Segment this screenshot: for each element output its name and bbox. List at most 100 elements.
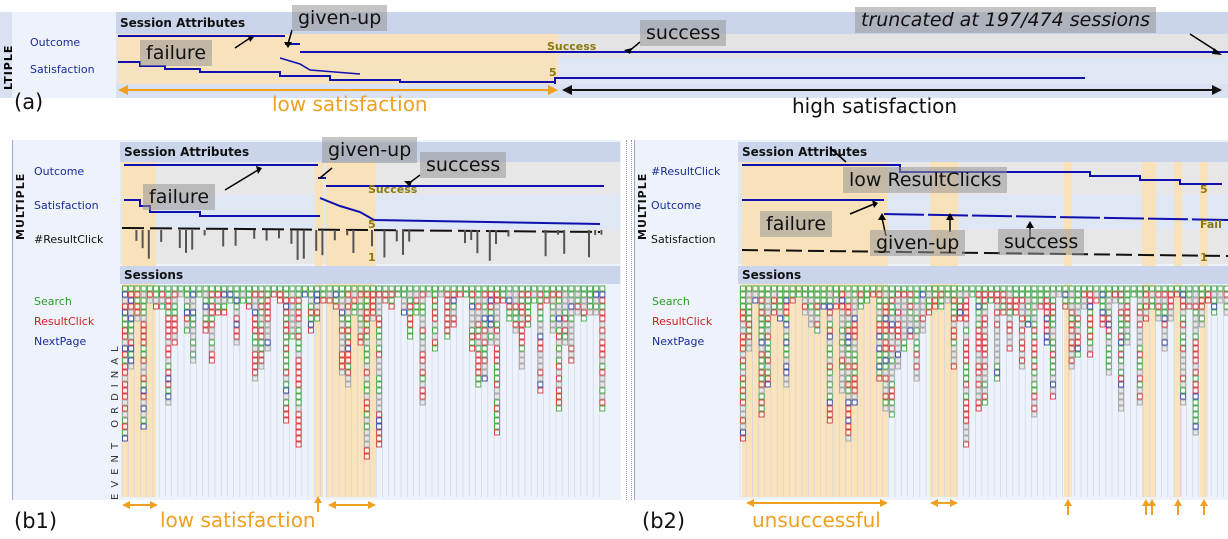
event-cell [562, 315, 569, 322]
panel-b1-legend-search[interactable]: Search [34, 295, 72, 308]
event-cell [122, 339, 128, 346]
event-cell [1074, 351, 1081, 358]
event-cell [190, 303, 197, 310]
panel-b1-row-outcome[interactable]: Outcome [34, 165, 85, 178]
event-cell [339, 297, 345, 304]
event-cell [994, 303, 1001, 310]
event-cell [994, 327, 1001, 334]
event-cell [419, 321, 426, 328]
event-cell [1112, 297, 1118, 304]
event-cell [351, 303, 358, 310]
event-cell [549, 285, 556, 292]
event-cell [556, 291, 562, 298]
event-cell [1192, 327, 1199, 334]
event-cell [525, 285, 531, 292]
panel-b2-row-resultclick[interactable]: #ResultClick [651, 165, 721, 178]
event-cell [932, 285, 939, 292]
event-cell [295, 405, 302, 412]
event-cell [895, 315, 901, 322]
event-cell [888, 303, 895, 310]
event-cell [481, 357, 488, 364]
event-cell [444, 285, 451, 292]
event-cell [994, 363, 1001, 370]
event-cell [1050, 291, 1056, 298]
event-cell [1192, 321, 1199, 328]
event-cell [981, 285, 988, 292]
event-cell [283, 369, 290, 376]
event-cell [888, 321, 895, 328]
panel-b2-legend-search[interactable]: Search [652, 295, 690, 308]
event-cell [122, 429, 128, 436]
event-cell [808, 303, 815, 310]
event-cell [208, 333, 215, 340]
event-cell [1118, 351, 1125, 358]
event-cell [388, 303, 395, 310]
event-cell [122, 423, 128, 430]
event-cell [851, 387, 858, 394]
event-cell [208, 291, 215, 298]
event-cell [252, 327, 259, 334]
event-cell [1192, 381, 1199, 388]
event-cell [345, 291, 352, 298]
event-cell [1161, 309, 1168, 316]
event-cell [963, 369, 970, 376]
panel-b2-row-satisfaction[interactable]: Satisfaction [651, 233, 716, 246]
event-cell [994, 315, 1001, 322]
event-cell [932, 297, 939, 304]
event-cell [444, 333, 451, 340]
event-cell [839, 291, 846, 298]
event-cell [295, 345, 302, 352]
event-cell [159, 285, 166, 292]
event-cell [1006, 327, 1013, 334]
panel-divider [626, 140, 632, 500]
event-cell [376, 303, 383, 310]
event-cell [839, 375, 846, 382]
event-cell [184, 309, 190, 316]
event-cell [1118, 387, 1125, 394]
event-cell [239, 297, 246, 304]
event-cell [1105, 291, 1112, 298]
event-cell [888, 297, 895, 304]
panel-b2-legend-resultclick[interactable]: ResultClick [652, 315, 713, 328]
event-cell [549, 291, 556, 298]
event-cell [919, 321, 926, 328]
panel-b1-legend-nextpage[interactable]: NextPage [34, 335, 87, 348]
event-cell [246, 303, 252, 310]
event-cell [1025, 285, 1032, 292]
event-cell [783, 345, 790, 352]
event-cell [376, 345, 383, 352]
event-cell [537, 375, 544, 382]
event-cell [599, 333, 606, 340]
event-cell [895, 351, 901, 358]
event-cell [1223, 297, 1228, 304]
panel-b1-legend-resultclick[interactable]: ResultClick [34, 315, 95, 328]
event-cell [128, 309, 135, 316]
panel-b1-row-resultclick[interactable]: #ResultClick [34, 233, 104, 246]
event-cell [432, 339, 438, 346]
event-cell [851, 321, 858, 328]
event-cell [1192, 411, 1199, 418]
event-cell [345, 297, 352, 304]
event-cell [814, 309, 821, 316]
event-cell [981, 297, 988, 304]
event-cell [1192, 297, 1199, 304]
panel-a-row-satisfaction[interactable]: Satisfaction [30, 63, 95, 76]
event-cell [258, 345, 265, 352]
event-cell [839, 297, 846, 304]
event-cell [1223, 291, 1228, 298]
panel-b1-row-satisfaction[interactable]: Satisfaction [34, 199, 99, 212]
event-cell [957, 285, 963, 292]
event-cell [1161, 291, 1168, 298]
event-cell [1223, 303, 1228, 310]
event-cell [851, 357, 858, 364]
panel-a-row-outcome[interactable]: Outcome [30, 36, 81, 49]
event-cell [469, 339, 476, 346]
event-cell [919, 291, 926, 298]
event-cell [994, 297, 1001, 304]
event-cell [401, 309, 407, 316]
event-cell [1124, 321, 1131, 328]
event-cell [308, 309, 314, 316]
panel-b2-legend-nextpage[interactable]: NextPage [652, 335, 705, 348]
event-cell [1198, 291, 1205, 298]
panel-b2-row-outcome[interactable]: Outcome [651, 199, 702, 212]
